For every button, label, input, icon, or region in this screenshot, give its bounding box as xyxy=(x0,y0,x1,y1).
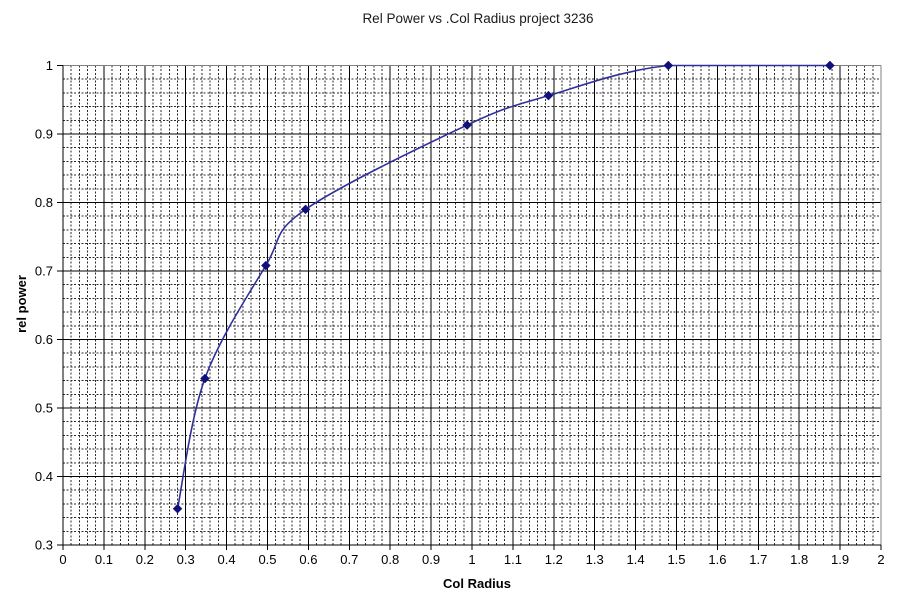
x-tick-label: 1.3 xyxy=(586,552,604,567)
x-tick-label: 2 xyxy=(877,552,884,567)
x-tick-label: 0 xyxy=(59,552,66,567)
y-tick-label: 0.9 xyxy=(35,127,53,142)
y-tick-label: 0.7 xyxy=(35,264,53,279)
x-tick-label: 1.8 xyxy=(790,552,808,567)
axis-tick-marks xyxy=(57,65,882,550)
y-axis-title: rel power xyxy=(14,275,29,333)
x-tick-label: 0.4 xyxy=(218,552,236,567)
data-point-marker xyxy=(663,60,674,71)
y-tick-label: 0.5 xyxy=(35,401,53,416)
x-tick-label: 0.6 xyxy=(299,552,317,567)
chart-title: Rel Power vs .Col Radius project 3236 xyxy=(362,11,593,26)
data-point-marker xyxy=(462,120,472,130)
x-tick-label: 1.7 xyxy=(749,552,767,567)
x-tick-label: 1.9 xyxy=(831,552,849,567)
x-tick-label: 0.1 xyxy=(95,552,113,567)
y-tick-label: 0.6 xyxy=(35,332,53,347)
x-tick-label: 0.2 xyxy=(136,552,154,567)
x-tick-label: 0.5 xyxy=(258,552,276,567)
y-tick-label: 0.8 xyxy=(35,195,53,210)
y-tick-label: 1 xyxy=(46,58,53,73)
x-tick-label: 0.7 xyxy=(340,552,358,567)
x-tick-label: 0.9 xyxy=(422,552,440,567)
y-axis-tick-labels: 0.3 0.4 0.5 0.6 0.7 0.8 0.9 1 xyxy=(35,58,53,553)
data-point-marker xyxy=(300,204,311,215)
y-tick-label: 0.3 xyxy=(35,538,53,553)
series-line xyxy=(176,64,830,509)
x-axis-tick-labels: 0 0.1 0.2 0.3 0.4 0.5 0.6 0.7 0.8 0.9 1 1.1 1.2 1.3 1.… xyxy=(59,552,884,567)
data-point-marker xyxy=(172,503,183,514)
x-tick-label: 0.3 xyxy=(177,552,195,567)
x-axis-title: Col Radius xyxy=(443,576,511,591)
data-point-marker xyxy=(543,90,554,101)
data-point-marker xyxy=(825,60,835,71)
x-tick-label: 1.1 xyxy=(504,552,522,567)
y-tick-label: 0.4 xyxy=(35,469,53,484)
series-rel-power xyxy=(172,60,835,514)
x-tick-label: 1.6 xyxy=(708,552,726,567)
major-gridlines xyxy=(63,65,881,545)
x-tick-label: 1.2 xyxy=(545,552,563,567)
x-tick-label: 1.5 xyxy=(667,552,685,567)
x-tick-label: 1.4 xyxy=(627,552,645,567)
x-tick-label: 0.8 xyxy=(381,552,399,567)
data-point-marker xyxy=(200,373,210,384)
data-point-marker xyxy=(261,260,271,271)
x-tick-label: 1 xyxy=(468,552,475,567)
